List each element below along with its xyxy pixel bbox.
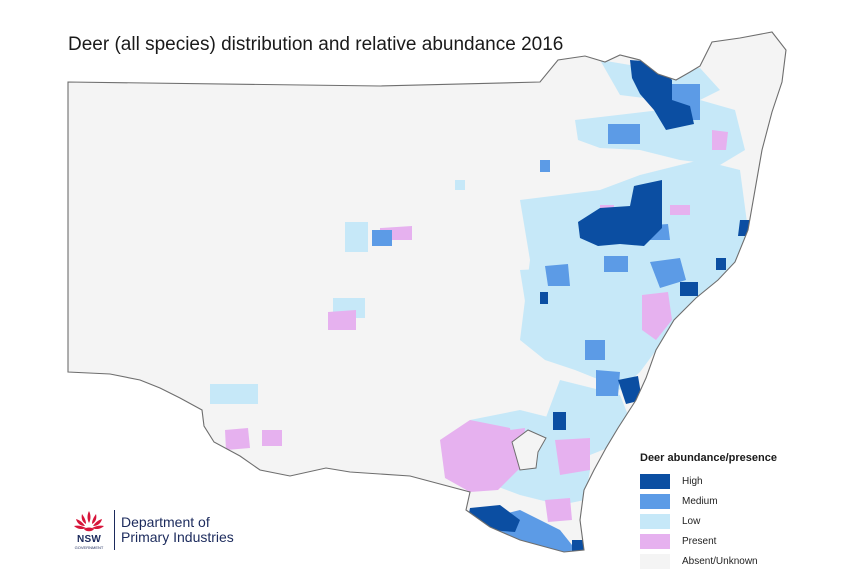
act-outline	[511, 429, 547, 471]
waratah-flower-icon	[74, 511, 104, 532]
legend-swatch	[640, 553, 670, 569]
nsw-dpi-logo: NSW GOVERNMENT Department of Primary Ind…	[70, 507, 234, 553]
government-text: GOVERNMENT	[74, 545, 104, 550]
legend-label: Present	[682, 535, 717, 547]
legend-label: High	[682, 475, 703, 487]
waratah-icon: NSW GOVERNMENT	[70, 507, 108, 553]
legend-swatch	[640, 493, 670, 509]
map-title: Deer (all species) distribution and rela…	[68, 34, 564, 55]
nsw-state-outline	[67, 31, 787, 553]
legend-swatch	[640, 513, 670, 529]
abundance-layer	[210, 60, 750, 552]
legend-item-absent: Absent/Unknown	[640, 551, 820, 571]
nsw-badge-text: NSW	[77, 534, 101, 545]
legend-item-present: Present	[640, 531, 820, 551]
legend-item-low: Low	[640, 511, 820, 531]
legend-label: Medium	[682, 495, 718, 507]
legend-item-medium: Medium	[640, 491, 820, 511]
legend-label: Absent/Unknown	[682, 555, 758, 567]
legend-title: Deer abundance/presence	[640, 452, 777, 464]
department-line-2: Primary Industries	[121, 529, 234, 545]
legend-swatch	[640, 533, 670, 549]
legend-item-high: High	[640, 471, 820, 491]
legend: Deer abundance/presence High Medium Low …	[640, 452, 820, 571]
logo-divider	[114, 510, 115, 550]
high-areas	[468, 60, 750, 552]
department-line-1: Department of	[121, 514, 210, 530]
legend-label: Low	[682, 515, 701, 527]
department-name: Department of Primary Industries	[121, 515, 234, 545]
legend-swatch	[640, 473, 670, 489]
